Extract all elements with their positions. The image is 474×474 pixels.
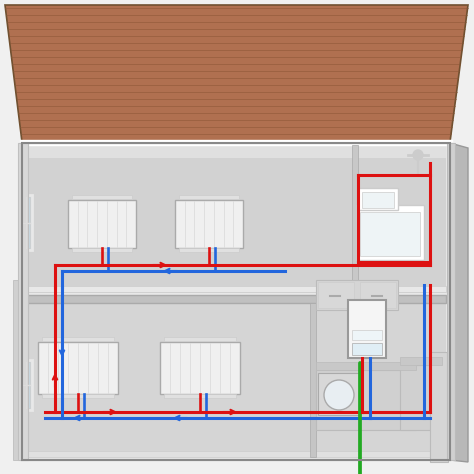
Bar: [352, 343, 382, 355]
Polygon shape: [450, 143, 468, 462]
Bar: [352, 145, 358, 293]
Bar: [22, 197, 30, 248]
Bar: [68, 200, 136, 248]
Bar: [430, 352, 448, 462]
Bar: [26, 146, 446, 158]
Bar: [26, 303, 446, 457]
Bar: [164, 394, 236, 398]
Bar: [310, 303, 316, 457]
Bar: [26, 451, 446, 457]
Bar: [72, 248, 132, 252]
Bar: [164, 337, 236, 341]
Circle shape: [324, 380, 354, 410]
Bar: [42, 337, 114, 341]
Circle shape: [413, 150, 423, 160]
Bar: [22, 143, 450, 460]
Bar: [22, 143, 450, 460]
Bar: [160, 342, 240, 394]
Bar: [352, 330, 382, 340]
Bar: [26, 295, 446, 303]
Bar: [318, 282, 354, 308]
Bar: [348, 300, 386, 358]
Bar: [18, 143, 28, 460]
Bar: [179, 195, 239, 199]
Bar: [356, 205, 424, 260]
Bar: [38, 342, 118, 394]
Bar: [26, 145, 446, 293]
Bar: [360, 212, 420, 256]
Bar: [179, 248, 239, 252]
Bar: [316, 280, 398, 310]
Bar: [362, 192, 394, 208]
Bar: [400, 365, 442, 430]
Bar: [72, 195, 132, 199]
Bar: [20, 360, 32, 410]
Bar: [26, 286, 446, 292]
Bar: [316, 370, 416, 430]
Bar: [13, 280, 18, 460]
Bar: [358, 188, 398, 210]
Bar: [175, 200, 243, 248]
Bar: [360, 282, 396, 308]
Bar: [316, 362, 416, 370]
Bar: [447, 143, 455, 460]
Polygon shape: [5, 5, 468, 142]
Bar: [22, 362, 30, 408]
Bar: [400, 357, 442, 365]
Bar: [42, 394, 114, 398]
Bar: [20, 195, 32, 250]
Bar: [318, 373, 360, 415]
